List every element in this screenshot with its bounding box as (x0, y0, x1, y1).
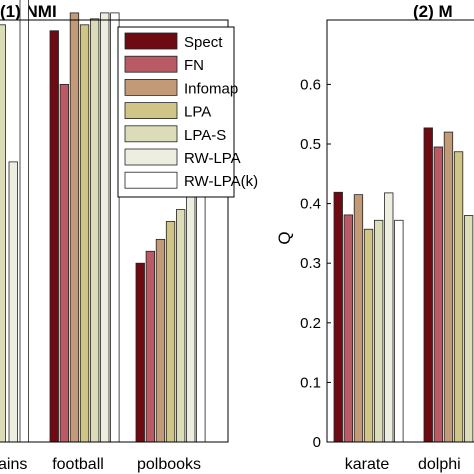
bar-football-spect (49, 30, 59, 443)
legend-swatch-lpa (124, 102, 178, 119)
bar-football-rw-lpa (100, 12, 110, 443)
panel-title-modularity: (2) M (413, 2, 453, 21)
y-tick-label: 0.2 (300, 315, 321, 332)
bar-karate-rw-lpa (384, 192, 394, 443)
bar-karate-lpa-s (373, 219, 384, 443)
plot-frame-modularity (326, 19, 474, 443)
plot-frame-nmi (0, 19, 229, 443)
bar-dolphi-spect (423, 127, 433, 443)
category-label-partial: ains (0, 456, 27, 473)
legend-label-lpa-s: LPA-S (184, 127, 226, 144)
legend-label-rw-lpa: RW-LPA (184, 150, 241, 167)
bar-dolphi-lpa (453, 151, 464, 443)
y-tick-label: 0.5 (300, 136, 321, 153)
bar-karate-rw-lpa-k (394, 219, 404, 443)
legend-label-lpa: LPA (184, 104, 211, 121)
y-tick-label: 0.6 (300, 76, 321, 93)
bar-polbooks-spect (135, 262, 145, 443)
legend-label-infomap: Infomap (184, 80, 238, 97)
legend-swatch-lpa-s (124, 125, 178, 143)
category-label-dolphins: dolphi (418, 456, 461, 473)
legend-swatch-rw-lpa (124, 148, 178, 166)
y-tick-label: 0 (313, 434, 321, 451)
legend: Spect FN Infomap LPA LPA-S RW-LPA RW-LPA(k) (117, 26, 258, 198)
category-label-karate: karate (345, 456, 390, 473)
bar-dolphi-infomap (443, 131, 454, 443)
legend-label-rw-lpa-k: RW-LPA(k) (184, 173, 258, 190)
bar-polbooks-infomap (155, 238, 166, 443)
bar-partial-0 (0, 24, 6, 443)
category-label-football: football (52, 456, 104, 473)
legend-swatch-rw-lpa-k (124, 171, 178, 189)
legend-swatch-fn (124, 55, 178, 73)
y-tick-label: 0.3 (300, 255, 321, 272)
legend-swatch-spect (124, 32, 178, 50)
bar-dolphi-lpa-s (463, 215, 474, 443)
y-tick-label: 0.4 (300, 196, 321, 213)
bar-partial-1 (8, 161, 18, 443)
bar-partial-2 (19, 0, 29, 443)
bar-karate-spect (333, 191, 343, 443)
bar-football-fn (59, 84, 69, 443)
bar-karate-fn (343, 214, 354, 443)
bar-polbooks-lpa (165, 221, 176, 443)
bar-karate-infomap (353, 194, 364, 443)
bar-polbooks-rw-lpa (186, 191, 196, 443)
bar-dolphi-fn (433, 146, 444, 443)
bar-polbooks-fn (145, 250, 156, 443)
panel-modularity: (2) M Q 0 0.1 0.2 0.3 0.4 0.5 0.6 karate dolph… (275, 2, 474, 473)
bar-polbooks-rw-lpa-k (196, 191, 206, 443)
bar-polbooks-lpa-s (175, 209, 186, 443)
bar-football-infomap (69, 12, 80, 443)
legend-swatch-infomap (124, 79, 178, 96)
y-tick-label: 0.1 (300, 374, 321, 391)
bar-karate-lpa (363, 228, 374, 443)
bar-football-lpa-s (90, 18, 100, 443)
y-axis-label: Q (275, 231, 294, 244)
bar-football-lpa (79, 24, 90, 443)
category-label-polbooks: polbooks (137, 456, 201, 473)
legend-label-fn: FN (184, 57, 204, 74)
legend-label-spect: Spect (184, 34, 223, 51)
